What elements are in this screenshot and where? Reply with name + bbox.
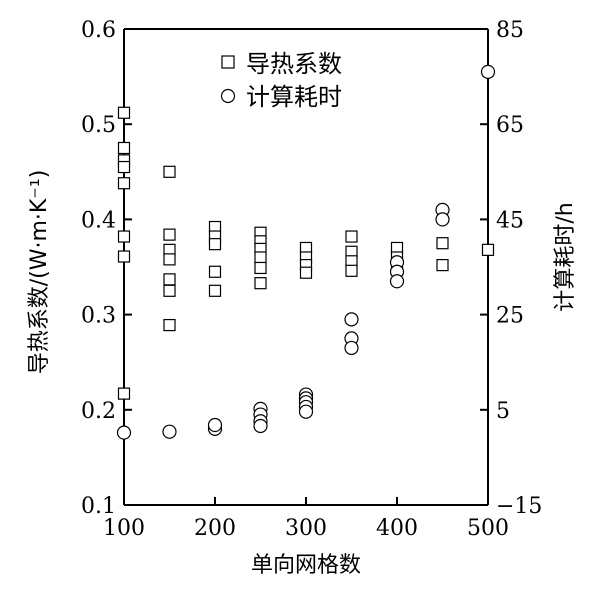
square-marker bbox=[163, 284, 176, 297]
legend-label-thermal-conductivity: 导热系数 bbox=[246, 50, 342, 78]
square-marker bbox=[163, 253, 176, 266]
square-marker bbox=[299, 266, 313, 279]
square-marker bbox=[345, 264, 358, 277]
left-y-tick-label: 0.6 bbox=[81, 18, 116, 43]
right-y-tick-label: 85 bbox=[496, 18, 524, 43]
x-axis-title: 单向网格数 bbox=[251, 553, 361, 578]
square-marker bbox=[163, 273, 176, 286]
x-tick-label: 400 bbox=[376, 516, 418, 541]
circle-marker bbox=[344, 340, 359, 356]
circle-marker bbox=[435, 212, 450, 227]
square-marker bbox=[208, 265, 222, 278]
legend-label-compute-time: 计算耗时 bbox=[246, 83, 342, 111]
square-marker bbox=[117, 141, 131, 155]
square-marker bbox=[436, 258, 449, 272]
left-y-tick-label: 0.4 bbox=[81, 208, 116, 233]
circle-marker bbox=[480, 64, 496, 79]
legend-circle-icon bbox=[220, 88, 236, 104]
square-marker bbox=[208, 284, 222, 297]
right-y-tick-label: 5 bbox=[496, 399, 510, 424]
square-marker bbox=[436, 237, 449, 250]
right-y-axis-title: 计算耗时/h bbox=[553, 202, 578, 311]
square-marker bbox=[254, 261, 267, 275]
square-marker bbox=[163, 228, 176, 241]
left-y-tick-label: 0.1 bbox=[81, 494, 116, 519]
right-y-tick-label: 65 bbox=[496, 113, 524, 138]
square-marker bbox=[481, 243, 495, 256]
square-marker bbox=[208, 238, 222, 251]
square-marker bbox=[163, 318, 176, 332]
square-marker bbox=[117, 230, 131, 243]
axes: 100 200 300 400 500 0.1 0.2 0.3 0.4 0.5 0.6 −15 5 25 4… bbox=[27, 18, 578, 578]
left-y-axis-title: 导热系数/(W·m·K⁻¹) bbox=[27, 170, 52, 375]
circle-marker bbox=[162, 424, 177, 439]
square-marker bbox=[117, 387, 131, 400]
square-marker bbox=[345, 230, 358, 243]
x-tick-label: 100 bbox=[103, 516, 145, 541]
series-compute-time bbox=[116, 64, 496, 440]
right-y-tick-label: 45 bbox=[496, 208, 524, 233]
left-y-tick-label: 0.3 bbox=[81, 304, 116, 329]
circle-marker bbox=[116, 425, 132, 440]
square-marker bbox=[254, 277, 267, 290]
circle-marker bbox=[389, 274, 405, 289]
circle-marker bbox=[207, 417, 223, 433]
x-tick-label: 500 bbox=[467, 516, 509, 541]
series-thermal-conductivity bbox=[117, 106, 495, 400]
circle-marker bbox=[344, 312, 359, 327]
square-marker bbox=[117, 177, 131, 190]
right-y-tick-label: 25 bbox=[496, 304, 524, 329]
x-tick-label: 300 bbox=[285, 516, 327, 541]
x-tick-label: 200 bbox=[194, 516, 236, 541]
square-marker bbox=[163, 165, 176, 178]
circle-marker bbox=[253, 418, 268, 434]
left-y-tick-label: 0.5 bbox=[81, 113, 116, 138]
square-marker bbox=[254, 251, 267, 264]
square-marker bbox=[117, 106, 131, 119]
legend-square-icon bbox=[221, 55, 235, 69]
right-y-tick-label: −15 bbox=[496, 494, 542, 519]
circle-marker bbox=[298, 404, 314, 419]
data-marks bbox=[116, 64, 496, 440]
square-marker bbox=[117, 160, 131, 174]
square-marker bbox=[117, 250, 131, 263]
left-y-tick-label: 0.2 bbox=[81, 399, 116, 424]
